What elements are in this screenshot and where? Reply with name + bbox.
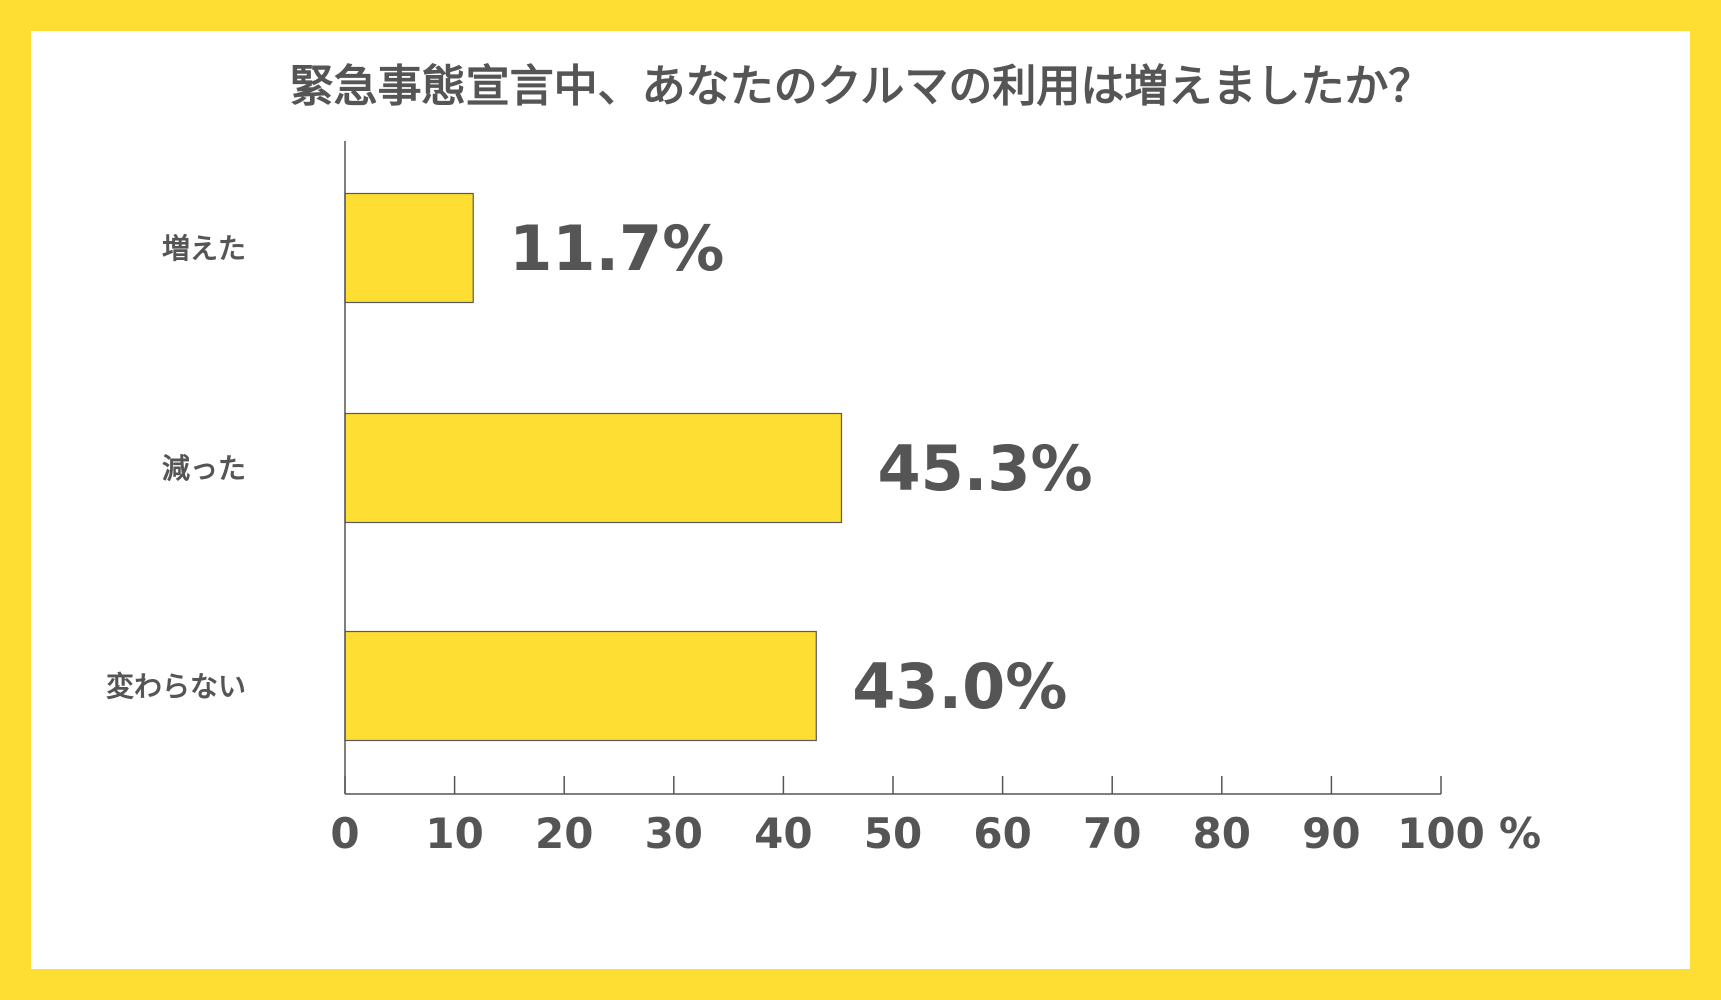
category-label: 減った <box>162 452 246 485</box>
x-unit-label: % <box>1499 809 1541 858</box>
category-label: 変わらない <box>106 670 246 703</box>
x-tick-label: 0 <box>330 809 359 858</box>
x-tick-label: 20 <box>535 809 593 858</box>
value-label: 43.0% <box>852 650 1067 723</box>
chart-title: 緊急事態宣言中、あなたのクルマの利用は増えましたか？ <box>290 61 1433 112</box>
bar <box>344 192 474 304</box>
x-tick-label: 40 <box>754 809 812 858</box>
value-label: 11.7% <box>509 212 724 285</box>
x-tick-label: 60 <box>973 809 1031 858</box>
bar <box>344 630 817 742</box>
x-axis: 0 10 20 30 40 50 60 70 80 90 100% <box>330 141 1541 858</box>
bar <box>344 412 843 524</box>
x-tick-label: 30 <box>645 809 703 858</box>
x-tick-label: 90 <box>1302 809 1360 858</box>
bars-layer: 増えた 11.7% 減った 45.3% 変わらない 43.0% <box>106 192 1093 742</box>
x-tick-label: 70 <box>1083 809 1141 858</box>
x-tick-label: 10 <box>425 809 483 858</box>
category-label: 増えた <box>162 232 246 265</box>
x-tick-label: 80 <box>1193 809 1251 858</box>
bar-chart: 緊急事態宣言中、あなたのクルマの利用は増えましたか？ 増えた 11.7% 減った 45… <box>106 61 1541 858</box>
chart-frame: 緊急事態宣言中、あなたのクルマの利用は増えましたか？ 増えた 11.7% 減った 45… <box>31 31 1690 969</box>
value-label: 45.3% <box>877 432 1092 505</box>
x-tick-label: 100 <box>1397 809 1485 858</box>
x-tick-label: 50 <box>864 809 922 858</box>
